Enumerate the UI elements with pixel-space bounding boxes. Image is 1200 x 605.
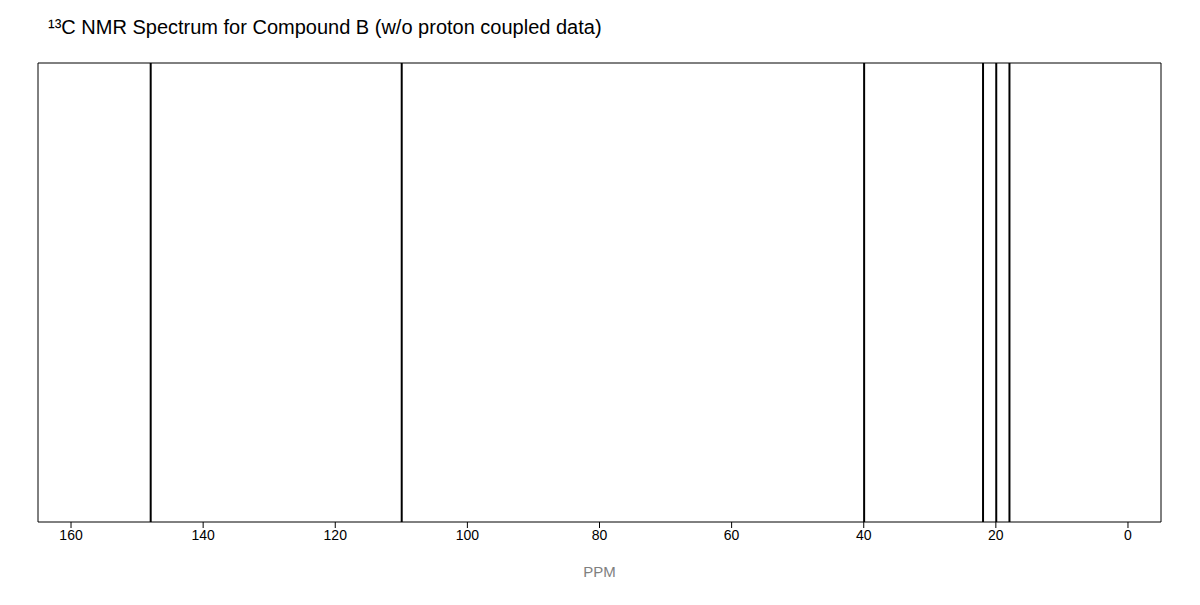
svg-text:160: 160	[59, 527, 83, 543]
svg-text:80: 80	[592, 527, 608, 543]
svg-text:100: 100	[456, 527, 480, 543]
svg-text:120: 120	[324, 527, 348, 543]
svg-text:40: 40	[856, 527, 872, 543]
svg-text:20: 20	[988, 527, 1004, 543]
html-text:¹³C NMR Spectrum for Compound: ¹³C NMR Spectrum for Compound B (w/o pro…	[48, 16, 602, 38]
svg-text:60: 60	[724, 527, 740, 543]
svg-text:0: 0	[1124, 527, 1132, 543]
svg-text:140: 140	[191, 527, 215, 543]
svg-text:PPM: PPM	[583, 563, 616, 580]
